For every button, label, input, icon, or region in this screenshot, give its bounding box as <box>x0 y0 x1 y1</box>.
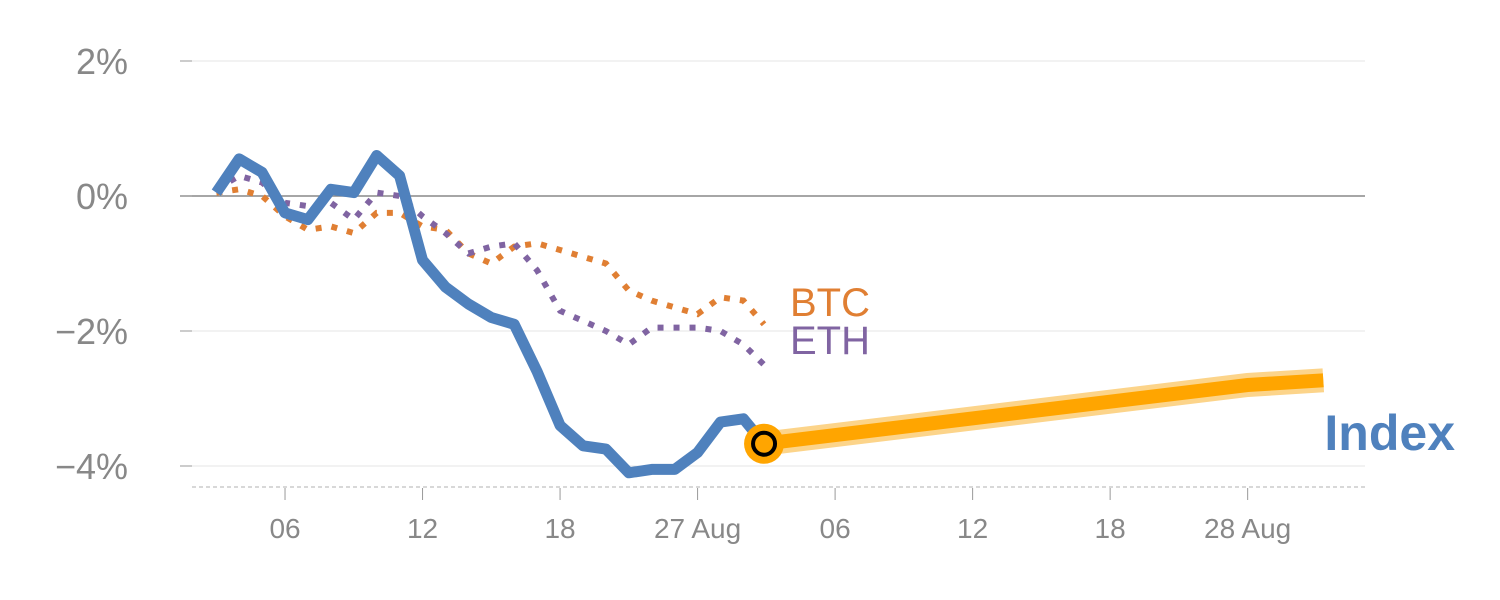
x-tick-label: 28 Aug <box>1204 513 1291 544</box>
current-point-ring <box>751 430 778 457</box>
y-tick-label: 2% <box>76 41 128 82</box>
x-tick-label: 18 <box>1095 513 1126 544</box>
legend-label-index: Index <box>1324 405 1455 461</box>
x-tick-label: 06 <box>820 513 851 544</box>
y-tick-label: 0% <box>76 176 128 217</box>
x-tick-label: 12 <box>407 513 438 544</box>
x-tick-label: 27 Aug <box>654 513 741 544</box>
legend-label-btc: BTC <box>790 281 870 325</box>
series-line-eth <box>214 172 767 367</box>
series-line-index <box>211 150 769 479</box>
y-tick-label: −2% <box>55 311 128 352</box>
x-tick-label: 06 <box>269 513 300 544</box>
series-line-btc <box>215 186 767 327</box>
x-tick-label: 18 <box>544 513 575 544</box>
series-line-index-forecast <box>763 373 1324 451</box>
y-tick-label: −4% <box>55 446 128 487</box>
x-tick-label: 12 <box>957 513 988 544</box>
legend-label-eth: ETH <box>790 319 870 363</box>
